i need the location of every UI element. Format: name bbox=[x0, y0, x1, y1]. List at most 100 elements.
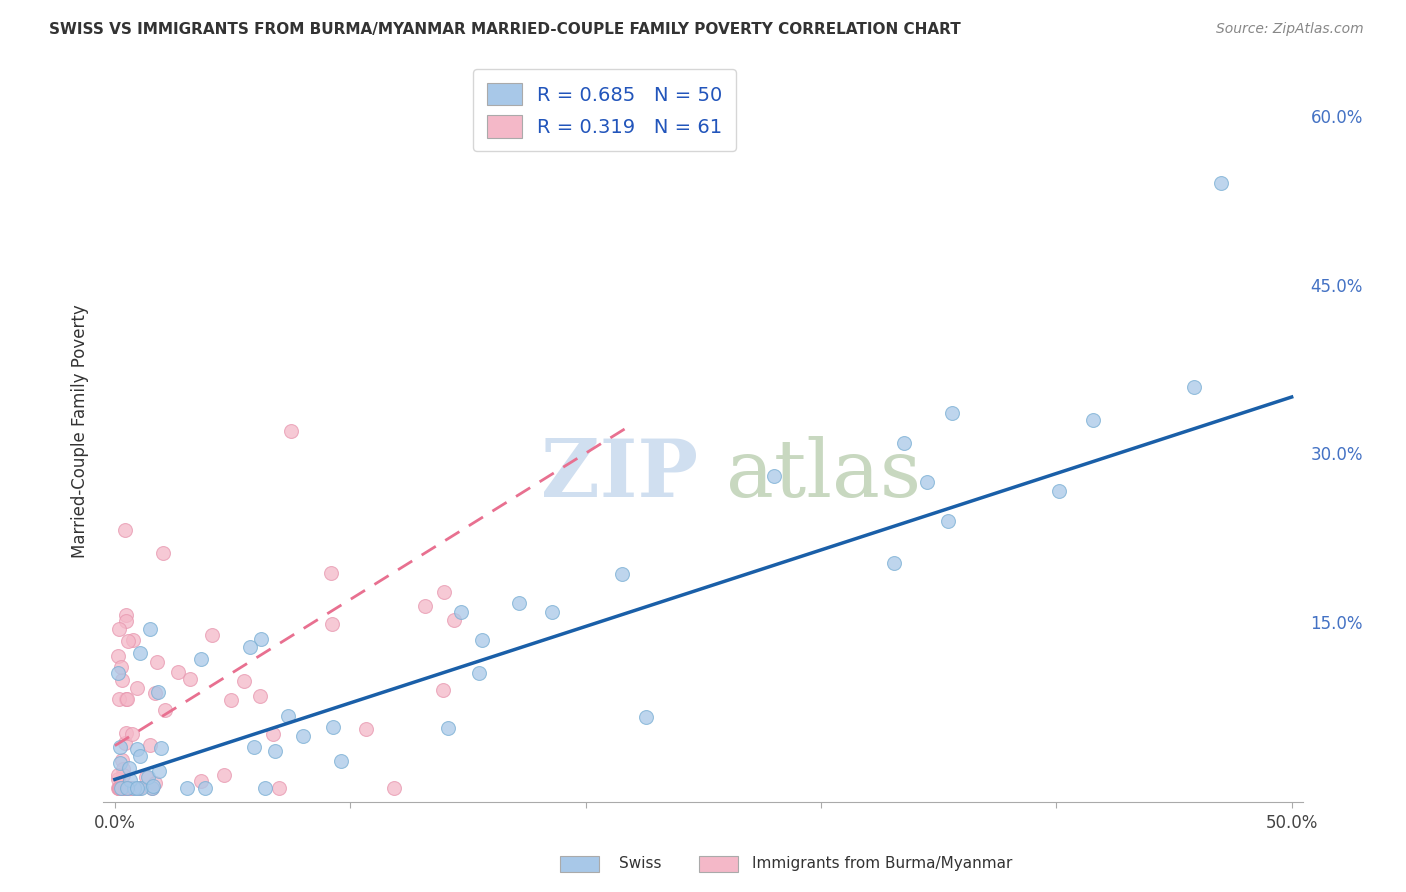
Point bbox=[249, 632, 271, 647]
Point bbox=[915, 475, 938, 489]
Point bbox=[107, 648, 129, 663]
Point bbox=[432, 682, 454, 697]
Point bbox=[111, 673, 134, 687]
Point bbox=[319, 566, 342, 580]
Point bbox=[108, 781, 131, 796]
Text: atlas: atlas bbox=[725, 436, 921, 515]
Point bbox=[112, 768, 135, 782]
Point bbox=[121, 781, 143, 796]
Point bbox=[471, 632, 494, 647]
Legend: R = 0.685   N = 50, R = 0.319   N = 61: R = 0.685 N = 50, R = 0.319 N = 61 bbox=[472, 70, 735, 151]
Point bbox=[264, 744, 287, 758]
Point bbox=[321, 617, 343, 632]
Point bbox=[201, 628, 224, 642]
Point bbox=[1081, 413, 1104, 427]
Point bbox=[111, 781, 134, 796]
Point bbox=[141, 781, 163, 796]
Point bbox=[239, 640, 262, 654]
Point bbox=[243, 740, 266, 755]
Point bbox=[262, 727, 284, 741]
Point bbox=[110, 756, 132, 770]
Point bbox=[938, 514, 960, 528]
Point bbox=[127, 781, 149, 796]
Point bbox=[114, 523, 136, 537]
Point bbox=[436, 722, 458, 736]
Point bbox=[322, 720, 344, 734]
Point bbox=[762, 468, 785, 483]
Text: ZIP: ZIP bbox=[541, 436, 697, 515]
Point bbox=[115, 607, 138, 622]
Point bbox=[893, 435, 915, 450]
Point bbox=[1047, 484, 1070, 499]
Point bbox=[125, 681, 148, 695]
Point bbox=[413, 599, 436, 614]
Point bbox=[148, 764, 170, 779]
Point bbox=[128, 646, 150, 660]
Point bbox=[212, 768, 235, 782]
Point bbox=[128, 781, 150, 796]
Point bbox=[883, 556, 905, 570]
Point bbox=[136, 770, 159, 784]
Point bbox=[107, 772, 129, 787]
Point bbox=[120, 773, 142, 788]
Point bbox=[292, 729, 315, 743]
Point bbox=[443, 613, 465, 627]
Point bbox=[508, 596, 530, 610]
Point bbox=[249, 689, 271, 703]
Point bbox=[176, 781, 198, 796]
Point bbox=[221, 693, 243, 707]
Point bbox=[108, 692, 131, 706]
Point bbox=[354, 722, 377, 736]
Point bbox=[108, 781, 131, 796]
Point bbox=[142, 779, 165, 793]
Point bbox=[115, 615, 138, 629]
Point bbox=[190, 651, 212, 665]
Point bbox=[110, 753, 132, 767]
Point bbox=[111, 781, 134, 796]
Point bbox=[280, 424, 302, 438]
Point bbox=[107, 781, 129, 796]
Point bbox=[139, 739, 162, 753]
Point bbox=[114, 736, 136, 750]
Point bbox=[329, 754, 352, 768]
Text: SWISS VS IMMIGRANTS FROM BURMA/MYANMAR MARRIED-COUPLE FAMILY POVERTY CORRELATION: SWISS VS IMMIGRANTS FROM BURMA/MYANMAR M… bbox=[49, 22, 960, 37]
Point bbox=[166, 665, 188, 680]
Point bbox=[110, 660, 132, 674]
Point bbox=[107, 768, 129, 782]
Point bbox=[941, 406, 963, 420]
Point bbox=[277, 709, 299, 723]
Point bbox=[153, 703, 176, 717]
Point bbox=[118, 781, 141, 796]
Point bbox=[118, 762, 141, 776]
Point bbox=[110, 781, 132, 796]
Point bbox=[152, 546, 174, 560]
Point bbox=[111, 762, 134, 776]
Point bbox=[384, 781, 406, 796]
Text: Immigrants from Burma/Myanmar: Immigrants from Burma/Myanmar bbox=[752, 856, 1012, 871]
Point bbox=[194, 781, 217, 796]
Point bbox=[1209, 177, 1232, 191]
Point bbox=[450, 605, 472, 619]
Point bbox=[145, 655, 167, 669]
Point bbox=[108, 622, 131, 636]
Point bbox=[108, 739, 131, 754]
Point bbox=[115, 781, 138, 796]
Point bbox=[1182, 380, 1205, 394]
Point bbox=[114, 781, 136, 796]
Point bbox=[146, 684, 169, 698]
Point bbox=[121, 727, 143, 741]
Y-axis label: Married-Couple Family Poverty: Married-Couple Family Poverty bbox=[72, 304, 89, 558]
Point bbox=[114, 781, 136, 796]
Text: Source: ZipAtlas.com: Source: ZipAtlas.com bbox=[1216, 22, 1364, 37]
Point bbox=[254, 781, 277, 796]
Point bbox=[190, 774, 212, 789]
Point bbox=[141, 781, 163, 796]
Point bbox=[107, 666, 129, 681]
Point bbox=[179, 672, 201, 686]
Point bbox=[138, 622, 160, 636]
Point bbox=[233, 674, 256, 689]
Point bbox=[115, 692, 138, 706]
Point bbox=[468, 665, 491, 680]
Point bbox=[610, 567, 633, 582]
Point bbox=[143, 776, 166, 790]
